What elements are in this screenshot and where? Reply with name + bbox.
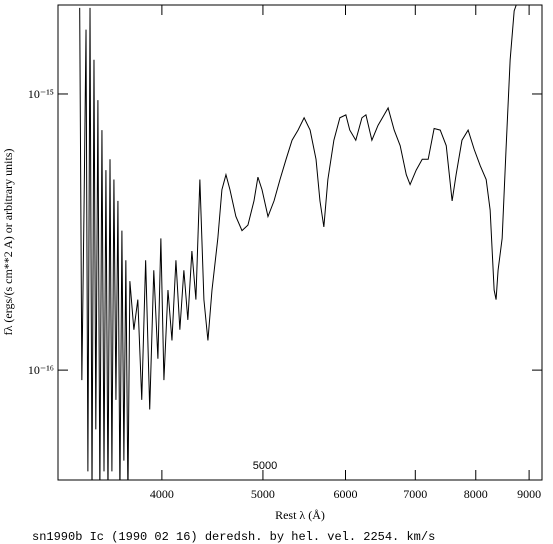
y-tick-label: 10⁻¹⁶ xyxy=(28,363,54,377)
x-axis-label: Rest λ (Å) xyxy=(275,508,325,522)
spectrum-line xyxy=(79,5,517,480)
x-tick-label: 7000 xyxy=(403,487,427,501)
plot-frame xyxy=(57,4,543,481)
y-tick-label: 10⁻¹⁵ xyxy=(28,87,54,101)
x-tick-label: 4000 xyxy=(150,487,174,501)
x-tick-label: 6000 xyxy=(333,487,357,501)
x-tick-label: 8000 xyxy=(464,487,488,501)
x-tick-label: 9000 xyxy=(517,487,541,501)
y-axis-label: fλ (ergs/(s cm**2 A) or arbitrary units) xyxy=(1,149,15,336)
x-tick-label: 5000 xyxy=(251,487,275,501)
annotation: 5000 xyxy=(253,460,277,472)
footer: sn1990b Ic (1990 02 16) deredsh. by hel.… xyxy=(32,530,435,544)
